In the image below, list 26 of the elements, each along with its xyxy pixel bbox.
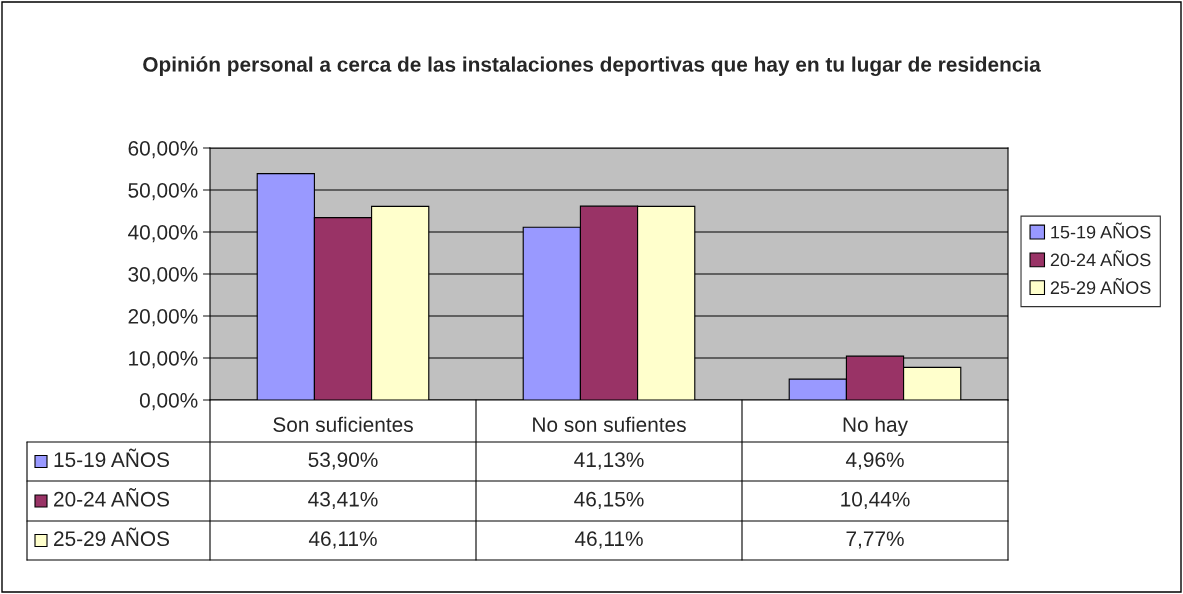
data-label: 41,13% bbox=[574, 452, 644, 470]
text: 15-19 AÑOS bbox=[1051, 222, 1151, 239]
y-tick-label: 40,00% bbox=[128, 225, 198, 243]
x-tick-label: No son sufientes bbox=[533, 416, 686, 432]
y-tick-label: 30,00% bbox=[128, 267, 198, 285]
y-tick-label: 20,00% bbox=[128, 309, 198, 327]
data-label: 53,90% bbox=[308, 452, 378, 470]
chart-title: Opinión personal a cerca de las instalaciones deportivas que hay en tu lugar de residencia bbox=[143, 56, 1041, 77]
data-label: 4,96% bbox=[845, 452, 904, 470]
legend-label: 20-24 AÑOS bbox=[1050, 250, 1151, 267]
y-tick-label: 60,00% bbox=[128, 141, 198, 159]
y-tick-label: 0,00% bbox=[139, 393, 198, 411]
y-tick-label: 50,00% bbox=[128, 183, 198, 201]
data-label: 10,44% bbox=[841, 491, 910, 510]
y-tick-label: 10,00% bbox=[129, 351, 198, 369]
data-label: 46,11% bbox=[308, 531, 377, 549]
x-tick-label: Son suficientes bbox=[273, 416, 413, 432]
data-label: 46,11% bbox=[574, 531, 643, 549]
x-tick-label: No hay bbox=[843, 416, 908, 437]
legend-label: 15-19 AÑOS bbox=[54, 448, 170, 468]
text: 20-24 AÑOS bbox=[54, 488, 170, 507]
data-label: 7,77% bbox=[846, 531, 904, 549]
text: 25-29 AÑOS bbox=[54, 527, 170, 547]
data-label: 43,41% bbox=[308, 491, 378, 510]
data-label: 46,15% bbox=[574, 491, 644, 510]
legend-label: 25-29 AÑOS bbox=[1050, 278, 1151, 295]
